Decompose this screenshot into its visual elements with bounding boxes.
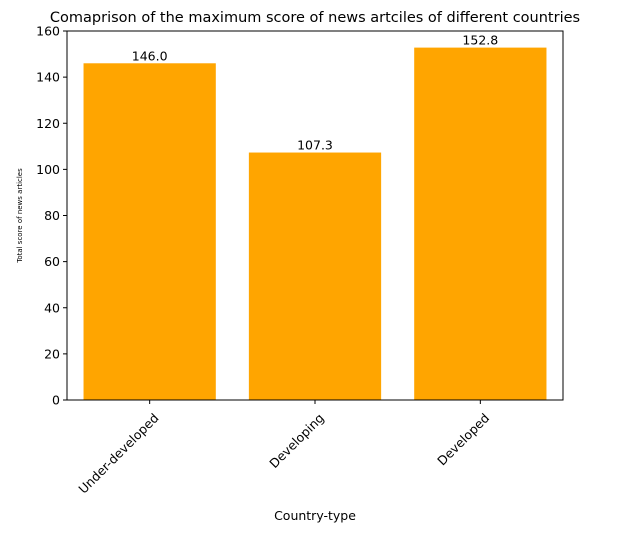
- y-axis-label: Total score of news articles: [16, 168, 24, 264]
- bar: [248, 152, 382, 400]
- y-tick-label: 80: [44, 208, 60, 223]
- data-labels: 146.0 107.3 152.8: [132, 33, 498, 153]
- y-tick-label: 60: [44, 254, 60, 269]
- plot-frame: [66, 30, 564, 401]
- bar: [414, 47, 547, 400]
- y-tick-label: 120: [36, 116, 60, 131]
- bar: [83, 63, 216, 400]
- y-tick-label: 160: [36, 24, 60, 39]
- data-label: 146.0: [132, 48, 168, 63]
- y-tick-label: 0: [52, 393, 60, 408]
- data-label: 152.8: [462, 33, 498, 48]
- data-label: 107.3: [297, 138, 333, 153]
- y-tick-label: 100: [36, 162, 60, 177]
- x-axis-label: Country-type: [274, 508, 356, 523]
- bars: [83, 47, 547, 400]
- x-tick-label: Under-developed: [75, 410, 161, 496]
- y-tick-label: 140: [36, 70, 60, 85]
- y-tick-label: 40: [44, 300, 60, 315]
- y-tick-label: 20: [44, 346, 60, 361]
- x-axis: Under-developed Developing Developed: [75, 400, 492, 497]
- x-tick-label: Developed: [434, 410, 492, 468]
- chart-title: Comaprison of the maximum score of news …: [50, 10, 580, 26]
- x-tick-label: Developing: [266, 410, 327, 471]
- y-axis: 0 20 40 60 80 100 120 140 160: [36, 24, 67, 408]
